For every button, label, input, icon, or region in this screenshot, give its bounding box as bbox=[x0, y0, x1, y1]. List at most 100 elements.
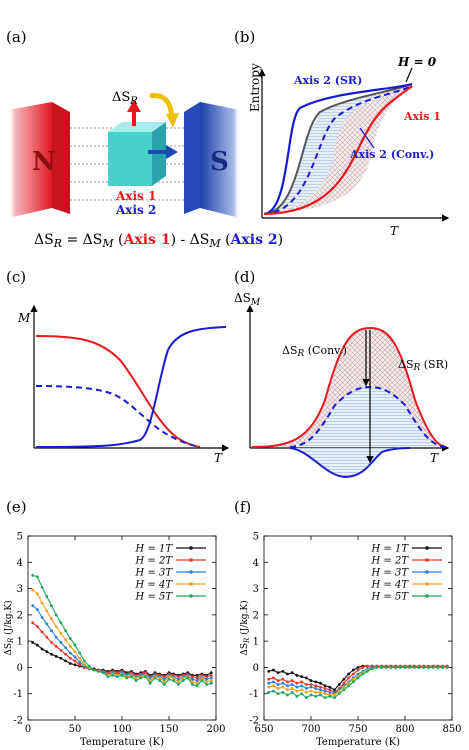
legend-marker bbox=[425, 558, 429, 562]
data-point bbox=[290, 679, 294, 682]
panel-label-d: (d) bbox=[234, 268, 255, 286]
data-point bbox=[40, 616, 44, 619]
legend-marker bbox=[189, 558, 193, 562]
x-tick-label: 100 bbox=[112, 724, 131, 735]
data-point bbox=[83, 659, 86, 663]
x-tick-label: 200 bbox=[206, 724, 225, 735]
data-point bbox=[40, 647, 44, 651]
x-tick-label: 150 bbox=[159, 724, 178, 735]
data-point bbox=[31, 621, 35, 625]
data-point bbox=[36, 643, 39, 647]
data-point bbox=[281, 669, 285, 673]
data-point bbox=[78, 660, 82, 664]
c-curve-axis2-conv bbox=[35, 385, 201, 448]
legend-marker bbox=[189, 546, 193, 550]
magnet-n-side bbox=[52, 102, 70, 214]
data-point bbox=[300, 680, 303, 684]
b-curve-axis2-conv bbox=[263, 85, 413, 215]
data-point bbox=[328, 688, 332, 692]
data-point bbox=[272, 684, 275, 688]
y-tick-label: 2 bbox=[253, 610, 259, 621]
data-point bbox=[295, 681, 299, 685]
data-point bbox=[68, 637, 72, 640]
data-point bbox=[347, 681, 350, 685]
legend-marker bbox=[189, 570, 193, 574]
data-point bbox=[40, 585, 44, 589]
data-point bbox=[328, 685, 332, 689]
data-point bbox=[356, 672, 360, 676]
data-point bbox=[347, 684, 350, 688]
data-point bbox=[380, 666, 383, 669]
data-point bbox=[111, 673, 114, 677]
x-tick-label: 850 bbox=[442, 724, 461, 735]
data-point bbox=[286, 672, 289, 676]
d-shade-neg bbox=[290, 448, 410, 477]
data-point bbox=[68, 645, 72, 648]
data-point bbox=[148, 676, 152, 680]
data-point bbox=[73, 663, 77, 667]
data-point bbox=[177, 677, 180, 681]
data-point bbox=[417, 666, 421, 669]
data-point bbox=[286, 693, 289, 697]
d-label-conv: ΔSR (Conv.) bbox=[282, 344, 347, 359]
panel-b: (b) Entropy T H = 0 Axis 2 (SR) Axis 1 A… bbox=[234, 28, 450, 238]
data-point bbox=[40, 601, 44, 605]
data-point bbox=[139, 676, 143, 680]
data-point bbox=[134, 676, 138, 680]
data-point bbox=[54, 613, 58, 617]
data-point bbox=[290, 671, 294, 675]
panel-label-e: (e) bbox=[6, 498, 27, 516]
data-point bbox=[54, 654, 58, 658]
data-point bbox=[319, 685, 322, 689]
data-point bbox=[167, 675, 171, 679]
data-point bbox=[209, 679, 213, 682]
data-point bbox=[78, 656, 82, 660]
red-arrow-icon bbox=[127, 100, 141, 126]
data-point bbox=[177, 683, 180, 686]
data-point bbox=[59, 648, 63, 652]
data-point bbox=[209, 681, 213, 685]
data-point bbox=[267, 677, 271, 681]
data-point bbox=[181, 679, 185, 682]
panel-d: (d) ΔSM T ΔSR (Conv.) ΔSR (SR) bbox=[234, 268, 450, 479]
data-point bbox=[54, 645, 58, 648]
data-point bbox=[59, 641, 63, 644]
chart-f: 650 700 750 800 850 -2 -1 0 1 2 3 4 5 Temperature (K)… bbox=[239, 532, 462, 749]
data-point bbox=[304, 676, 308, 680]
data-point bbox=[177, 680, 180, 684]
legend-label: H = 1T bbox=[371, 544, 410, 555]
d-ylabel: ΔSM bbox=[234, 291, 261, 308]
magnet-n-label: N bbox=[32, 147, 56, 177]
y-tick-label: -2 bbox=[249, 716, 259, 727]
data-point bbox=[356, 666, 360, 669]
axis1-label: Axis 1 bbox=[115, 189, 156, 203]
data-point bbox=[78, 651, 82, 655]
data-point bbox=[205, 675, 209, 679]
formula: ΔSR = ΔSM (Axis 1) - ΔSM (Axis 2) bbox=[34, 232, 283, 250]
magnet-s-side bbox=[184, 102, 200, 214]
data-point bbox=[403, 666, 407, 669]
data-point bbox=[295, 673, 299, 677]
d-label-sr: ΔSR (SR) bbox=[398, 358, 448, 373]
data-point bbox=[267, 681, 271, 685]
legend-marker bbox=[425, 582, 429, 586]
panel-label-b: (b) bbox=[234, 28, 255, 46]
data-point bbox=[389, 666, 393, 669]
b-xlabel: T bbox=[390, 224, 399, 238]
data-point bbox=[323, 696, 327, 700]
data-point bbox=[195, 681, 199, 685]
data-point bbox=[200, 679, 204, 682]
data-point bbox=[115, 675, 119, 679]
data-point bbox=[31, 641, 35, 644]
data-point bbox=[413, 666, 416, 669]
b-label-axis2-sr: Axis 2 (SR) bbox=[293, 74, 362, 87]
delta-sr-label: ΔSR bbox=[112, 90, 138, 107]
d-shade-blue bbox=[290, 387, 446, 447]
data-point bbox=[347, 676, 350, 680]
data-point bbox=[195, 673, 199, 677]
data-point bbox=[267, 691, 271, 694]
data-point bbox=[59, 631, 63, 635]
data-point bbox=[272, 676, 275, 680]
data-point bbox=[304, 691, 308, 694]
